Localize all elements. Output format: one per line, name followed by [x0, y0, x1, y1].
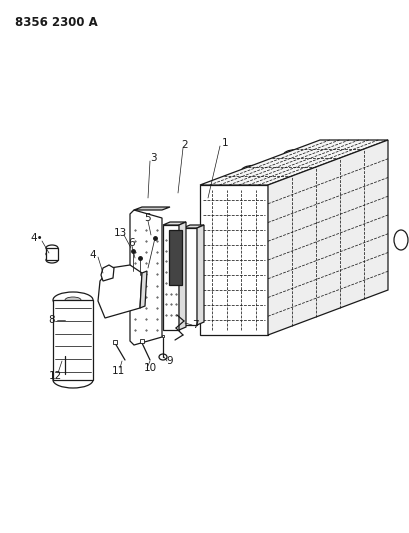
Polygon shape [98, 265, 142, 318]
Text: 10: 10 [143, 363, 156, 373]
Text: 4: 4 [90, 250, 96, 260]
Polygon shape [196, 225, 204, 325]
Ellipse shape [238, 217, 261, 233]
Ellipse shape [60, 353, 66, 359]
Polygon shape [134, 207, 170, 210]
Polygon shape [182, 228, 196, 325]
Ellipse shape [110, 291, 120, 299]
Ellipse shape [207, 272, 229, 288]
Ellipse shape [180, 311, 188, 317]
Polygon shape [200, 140, 387, 185]
Polygon shape [169, 230, 182, 285]
Polygon shape [130, 210, 162, 345]
Ellipse shape [159, 354, 166, 360]
Polygon shape [182, 225, 204, 228]
Text: 3: 3 [149, 153, 156, 163]
Text: 8: 8 [49, 315, 55, 325]
Text: 7: 7 [191, 320, 198, 330]
Ellipse shape [46, 257, 58, 263]
Ellipse shape [141, 226, 151, 234]
Text: 8356 2300 A: 8356 2300 A [15, 16, 97, 29]
Text: 9: 9 [166, 356, 173, 366]
Text: 11: 11 [111, 366, 124, 376]
Text: 2: 2 [181, 140, 188, 150]
Polygon shape [53, 300, 93, 380]
Ellipse shape [238, 272, 261, 288]
Ellipse shape [53, 372, 93, 388]
Polygon shape [200, 185, 267, 335]
Ellipse shape [46, 245, 58, 251]
Text: 6: 6 [128, 238, 135, 248]
Text: 13: 13 [113, 228, 126, 238]
Polygon shape [139, 271, 147, 308]
Ellipse shape [141, 321, 151, 329]
Text: 4•: 4• [31, 233, 43, 243]
Ellipse shape [46, 251, 58, 257]
Ellipse shape [207, 217, 229, 233]
Ellipse shape [65, 297, 81, 303]
Polygon shape [46, 248, 58, 260]
Text: 12: 12 [48, 371, 61, 381]
Ellipse shape [53, 292, 93, 308]
Text: 5: 5 [144, 213, 151, 223]
Ellipse shape [123, 281, 133, 289]
Polygon shape [163, 222, 186, 225]
Text: 1: 1 [221, 138, 228, 148]
Polygon shape [163, 225, 179, 330]
Polygon shape [101, 265, 114, 281]
Ellipse shape [56, 351, 70, 361]
Polygon shape [179, 222, 186, 330]
Polygon shape [267, 140, 387, 335]
Ellipse shape [393, 230, 407, 250]
